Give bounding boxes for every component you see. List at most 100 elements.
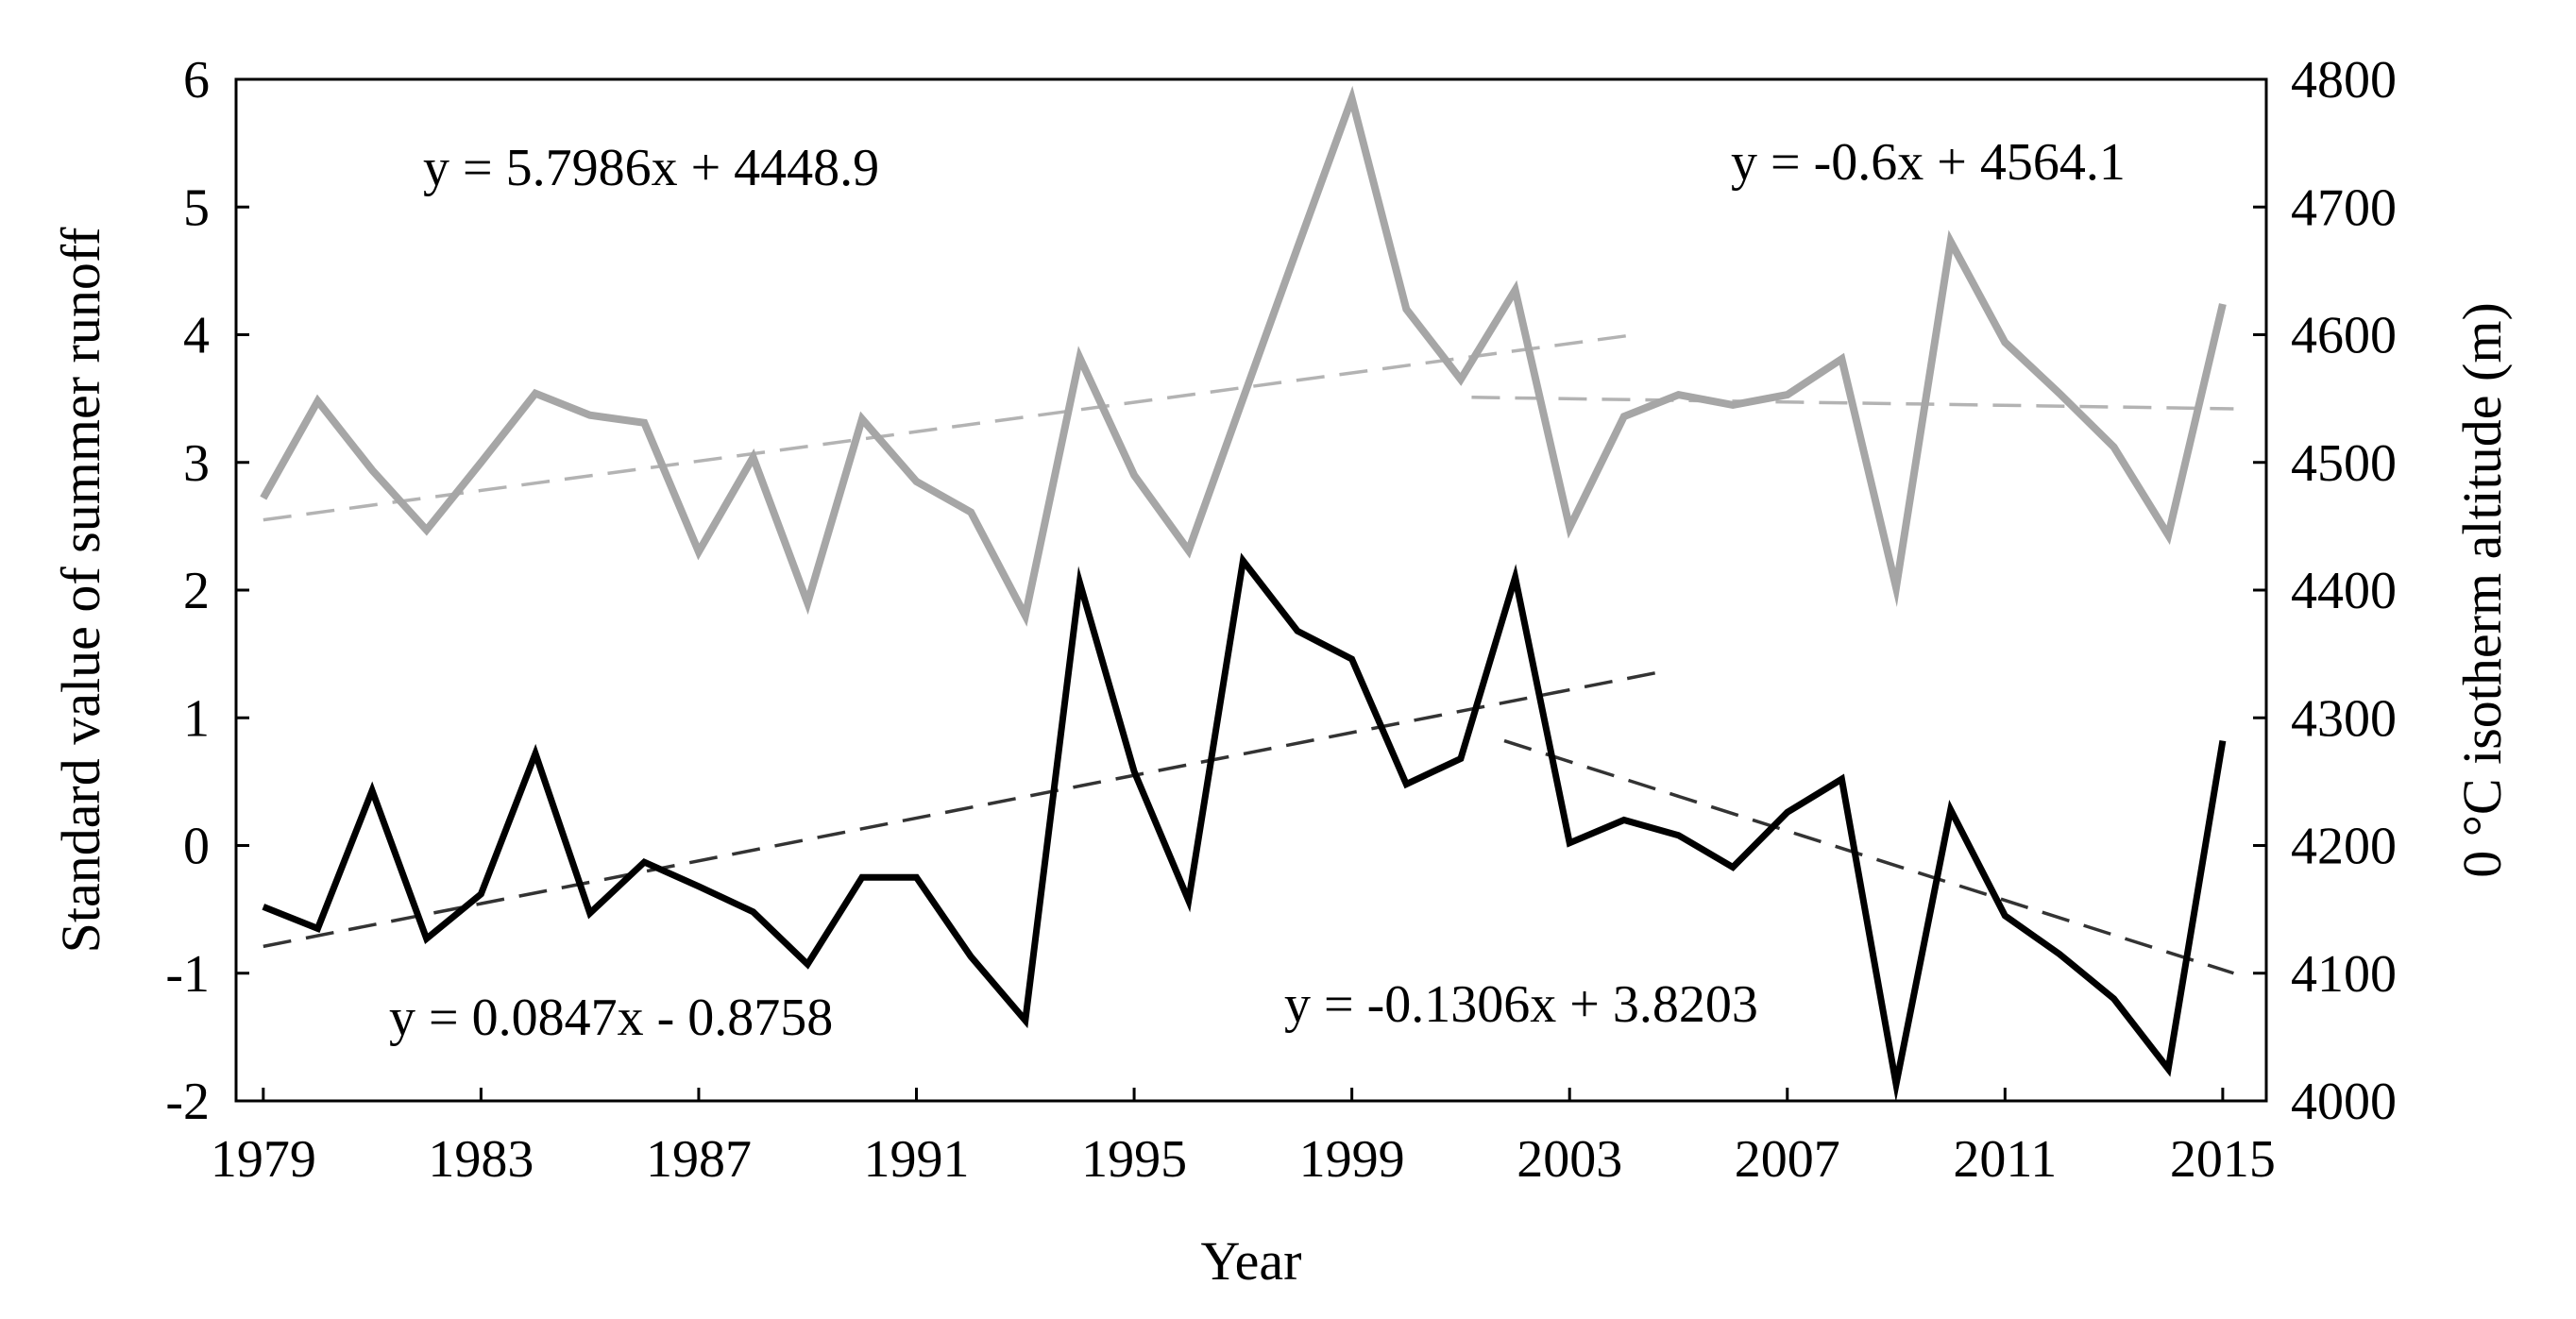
runoff-point-2005: [1675, 833, 1681, 838]
isotherm-point-2001: [1458, 377, 1464, 382]
y-right-tick-label: 4700: [2291, 178, 2397, 237]
isotherm-point-1982: [424, 527, 430, 533]
y-left-tick-label: 1: [183, 689, 210, 748]
runoff-point-1992: [968, 954, 974, 959]
isotherm-point-1983: [478, 460, 483, 465]
x-tick-label: 1991: [864, 1130, 970, 1189]
isotherm-point-2007: [1785, 392, 1790, 397]
runoff-point-1999: [1349, 656, 1355, 662]
x-tick-label: 2015: [2170, 1130, 2276, 1189]
isotherm-point-1991: [914, 479, 920, 484]
runoff-point-2009: [1893, 1081, 1899, 1087]
runoff-point-1994: [1076, 580, 1082, 585]
y-left-tick-label: 6: [183, 51, 210, 110]
runoff-point-1979: [261, 904, 266, 909]
runoff-point-1990: [859, 874, 865, 880]
runoff-point-1995: [1131, 769, 1137, 774]
runoff-point-1989: [805, 961, 810, 967]
isotherm-point-1990: [859, 416, 865, 422]
runoff-point-2012: [2057, 951, 2062, 956]
isotherm-point-1997: [1240, 396, 1246, 401]
isotherm-point-2006: [1730, 402, 1736, 408]
isotherm-point-1998: [1295, 245, 1300, 251]
isotherm-point-1993: [1023, 613, 1028, 618]
runoff-point-2004: [1621, 817, 1627, 822]
x-tick-label: 1983: [428, 1130, 534, 1189]
runoff-point-2006: [1730, 864, 1736, 870]
series-lines: [260, 85, 2227, 1103]
runoff-point-1984: [533, 751, 538, 756]
y-axis-left-title: Standard value of summer runoff: [50, 227, 111, 954]
isotherm-point-2015: [2220, 301, 2226, 307]
trend-lines: [263, 332, 2234, 975]
y-right-tick-label: 4000: [2291, 1073, 2397, 1131]
runoff-point-2015: [2220, 738, 2226, 744]
runoff-point-2008: [1839, 776, 1844, 782]
y-right-tick-label: 4300: [2291, 689, 2397, 748]
isotherm-point-1979: [261, 496, 266, 501]
y-axis-left-ticks: 6 5 4 3 2 1 0 -1 -2: [165, 51, 249, 1131]
isotherm-series-line: [260, 85, 2227, 627]
isotherm-point-1989: [805, 600, 810, 606]
isotherm-point-2002: [1513, 287, 1518, 293]
y-right-tick-label: 4200: [2291, 818, 2397, 876]
isotherm-point-1984: [533, 391, 538, 397]
isotherm-point-2010: [1948, 239, 1954, 245]
runoff-point-1988: [751, 909, 756, 915]
runoff-point-2014: [2165, 1066, 2171, 1072]
x-tick-label: 2011: [1953, 1130, 2057, 1189]
y-right-tick-label: 4600: [2291, 307, 2397, 365]
runoff-point-1982: [424, 936, 430, 941]
isotherm-point-1981: [369, 467, 375, 473]
x-tick-label: 1987: [646, 1130, 752, 1189]
runoff-point-2003: [1567, 840, 1572, 846]
runoff-point-1998: [1295, 628, 1300, 634]
runoff-point-1993: [1023, 1018, 1028, 1023]
isotherm-point-2000: [1403, 306, 1409, 312]
isotherm-point-1992: [968, 509, 974, 515]
isotherm-point-2013: [2111, 445, 2117, 450]
runoff-point-2011: [2002, 913, 2008, 919]
runoff-point-1983: [478, 891, 483, 897]
runoff-point-1991: [914, 874, 920, 880]
runoff-point-2010: [1948, 807, 1954, 813]
x-axis-title: Year: [1201, 1230, 1302, 1292]
x-tick-label: 1995: [1081, 1130, 1187, 1189]
y-right-tick-label: 4100: [2291, 945, 2397, 1004]
x-tick-label: 1979: [211, 1130, 316, 1189]
y-right-tick-label: 4500: [2291, 434, 2397, 493]
y-left-tick-label: 4: [183, 307, 210, 365]
x-tick-label: 2007: [1735, 1130, 1840, 1189]
y-left-tick-label: -1: [165, 945, 210, 1004]
x-tick-label: 1999: [1299, 1130, 1405, 1189]
runoff-point-1980: [314, 925, 320, 931]
isotherm-point-2009: [1893, 584, 1899, 590]
runoff-point-1987: [696, 884, 702, 889]
y-axis-right-ticks: 4800 4700 4600 4500 4400 4300 4200 4100 4000: [2253, 51, 2397, 1131]
isotherm-point-1987: [696, 549, 702, 554]
y-left-tick-label: -2: [165, 1073, 210, 1131]
isotherm-point-2011: [2002, 340, 2008, 346]
isotherm-point-2005: [1675, 392, 1681, 397]
y-right-tick-label: 4400: [2291, 562, 2397, 620]
runoff-point-1985: [587, 910, 593, 916]
equation-isotherm-trend-1: y = 5.7986x + 4448.9: [423, 139, 879, 197]
y-left-tick-label: 5: [183, 178, 210, 237]
isotherm-point-1988: [751, 454, 756, 460]
isotherm-point-1994: [1076, 355, 1082, 361]
runoff-point-2001: [1458, 756, 1464, 762]
isotherm-point-2008: [1839, 356, 1844, 362]
equation-runoff-trend-1: y = 0.0847x - 0.8758: [389, 989, 833, 1047]
isotherm-point-1986: [641, 420, 647, 426]
runoff-point-1996: [1186, 898, 1192, 904]
runoff-point-1981: [369, 787, 375, 793]
isotherm-point-1980: [314, 398, 320, 404]
y-left-tick-label: 2: [183, 562, 210, 620]
runoff-point-2007: [1785, 809, 1790, 815]
isotherm-trend-2001-2015: [1471, 396, 2234, 411]
isotherm-point-1985: [587, 413, 593, 418]
x-axis-ticks: 1979 1983 1987 1991 1995 1999 2003 2007 2011 2015: [211, 1088, 2276, 1189]
runoff-trend-1979-2003: [263, 668, 1669, 949]
